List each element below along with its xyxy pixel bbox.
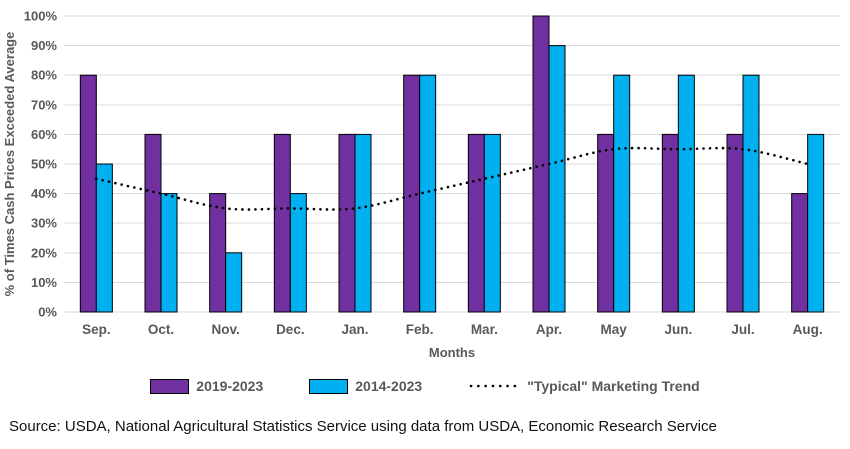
bar-2019-2023-Aug. (791, 193, 809, 313)
legend-item-2019-2023: 2019-2023 (150, 378, 263, 394)
y-tick-label: 40% (31, 186, 57, 201)
x-tick-label: Dec. (276, 322, 305, 337)
x-tick-label: Feb. (406, 322, 434, 337)
y-tick-label: 10% (31, 275, 57, 290)
bar-2014-2023-May (613, 74, 631, 313)
x-tick-label: Nov. (212, 322, 240, 337)
x-tick-label: Oct. (148, 322, 174, 337)
bar-2014-2023-Jun. (677, 74, 695, 313)
bar-2014-2023-Feb. (419, 74, 437, 313)
legend-label-typical-trend: "Typical" Marketing Trend (527, 378, 700, 394)
bar-2014-2023-Aug. (807, 133, 825, 313)
bar-2019-2023-May (597, 133, 615, 313)
trend-line (95, 146, 809, 211)
bar-2014-2023-Apr. (548, 45, 566, 313)
x-tick-label: Sep. (82, 322, 111, 337)
y-tick-label: 100% (24, 9, 58, 24)
x-tick-label: Jan. (341, 322, 368, 337)
legend-swatch-2014-2023 (309, 378, 349, 394)
source-note: Source: USDA, National Agricultural Stat… (9, 418, 717, 435)
bar-2014-2023-Sep. (95, 163, 113, 313)
bar-2014-2023-Oct. (160, 193, 178, 313)
x-tick-label: Aug. (793, 322, 823, 337)
bar-2019-2023-Dec. (273, 133, 291, 313)
x-tick-label: Mar. (471, 322, 498, 337)
bar-chart: 0% 10% 20% 30% 40% 50% 60% 70% 80% 90% 100% Sep. Oct… (2, 9, 840, 360)
legend-item-typical-trend: "Typical" Marketing Trend (468, 378, 700, 394)
x-tick-label: Jul. (731, 322, 754, 337)
x-axis-title: Months (429, 345, 475, 360)
bar-2019-2023-Oct. (144, 133, 162, 313)
x-tick-label: Jun. (664, 322, 692, 337)
legend-label-2014-2023: 2014-2023 (355, 378, 423, 394)
bar-2019-2023-Nov. (209, 193, 227, 313)
bar-2019-2023-Jun. (661, 133, 679, 313)
bar-2019-2023-Apr. (532, 15, 550, 313)
bar-2014-2023-Jul. (742, 74, 760, 313)
dotted-line-icon (469, 384, 519, 388)
y-tick-label: 20% (31, 245, 57, 260)
y-axis-title: % of Times Cash Prices Exceeded Average (2, 32, 17, 297)
y-tick-label: 50% (31, 157, 57, 172)
bar-2014-2023-Nov. (225, 252, 243, 313)
chart-legend: 2019-2023 2014-2023 "Typical" Marketing … (0, 374, 850, 398)
bar-2019-2023-Mar. (467, 133, 485, 313)
y-tick-label: 80% (31, 68, 57, 83)
bar-2014-2023-Jan. (354, 133, 372, 313)
y-tick-label: 60% (31, 127, 57, 142)
bar-2014-2023-Dec. (289, 193, 307, 313)
bar-2014-2023-Mar. (483, 133, 501, 313)
bar-2019-2023-Jan. (338, 133, 356, 313)
legend-swatch-2019-2023 (150, 378, 190, 394)
bar-2019-2023-Jul. (726, 133, 744, 313)
legend-label-2019-2023: 2019-2023 (196, 378, 264, 394)
legend-item-2014-2023: 2014-2023 (309, 378, 422, 394)
y-tick-label: 0% (38, 305, 57, 320)
x-tick-label: Apr. (536, 322, 562, 337)
bar-2019-2023-Sep. (79, 74, 97, 313)
y-tick-label: 30% (31, 216, 57, 231)
y-tick-label: 70% (31, 97, 57, 112)
x-tick-label: May (601, 322, 628, 337)
y-tick-label: 90% (31, 38, 57, 53)
